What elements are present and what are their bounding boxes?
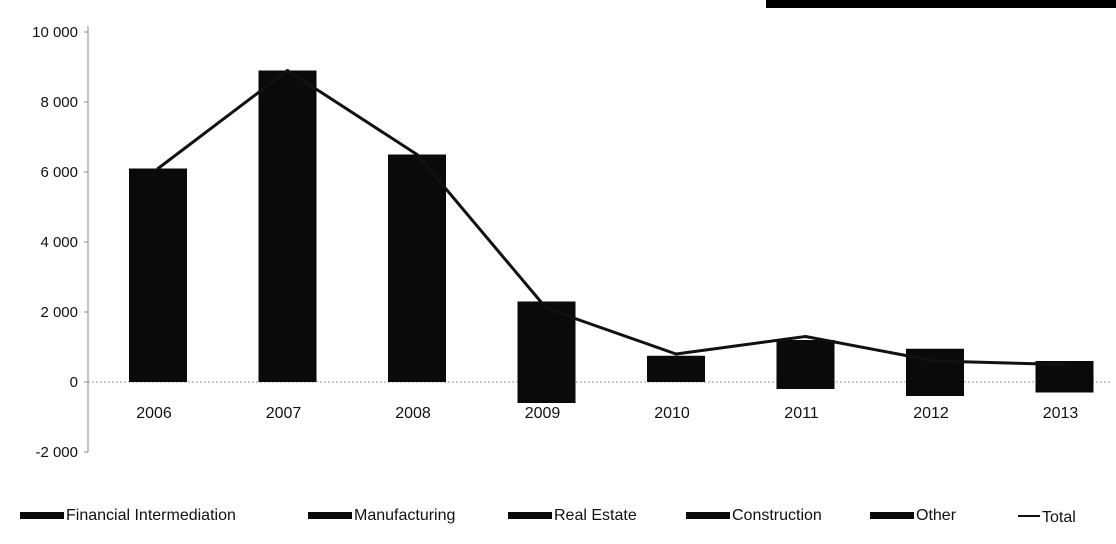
legend-swatch — [308, 512, 352, 519]
x-tick-label: 2010 — [654, 405, 690, 422]
bar-construction-2012 — [906, 348, 964, 351]
y-tick-label: 4 000 — [40, 234, 78, 251]
total-point — [933, 359, 937, 363]
legend-swatch — [870, 512, 914, 519]
total-point — [415, 153, 419, 156]
bar-real-estate-2012 — [906, 350, 964, 358]
bar-financial-intermediation-2006 — [129, 277, 187, 382]
bar-financial-intermediation-2009 — [517, 347, 576, 382]
bar-manufacturing-2011 — [776, 350, 835, 365]
x-tick-label: 2013 — [1043, 405, 1079, 422]
bar-real-estate-2013 — [1035, 361, 1094, 365]
bar-manufacturing-2013 — [1035, 364, 1094, 372]
x-tick-label: 2006 — [136, 405, 172, 422]
legend-swatch — [686, 512, 730, 519]
legend-label: Other — [916, 507, 957, 524]
bar-financial-intermediation-2012 — [906, 368, 964, 382]
bar-real-estate-2009 — [517, 308, 576, 323]
legend-label: Total — [1042, 509, 1076, 526]
bar-construction-2007 — [258, 84, 317, 106]
bar-other-2010 — [647, 355, 705, 358]
legend-label: Financial Intermediation — [66, 507, 236, 524]
bar-other-2012 — [906, 382, 964, 396]
legend-label: Real Estate — [554, 507, 637, 524]
total-point — [804, 335, 807, 338]
bar-other-2009 — [517, 382, 576, 403]
bar-construction-2009 — [517, 301, 576, 309]
bar-financial-intermediation-2011 — [776, 364, 835, 382]
bar-manufacturing-2012 — [906, 357, 964, 368]
x-tick-label: 2012 — [913, 405, 949, 422]
legend-swatch — [20, 512, 64, 519]
legend-label: Manufacturing — [354, 507, 455, 524]
bar-construction-2006 — [129, 179, 187, 197]
bar-construction-2011 — [776, 340, 835, 344]
bar-financial-intermediation-2010 — [647, 368, 705, 382]
legend-swatch — [508, 512, 552, 519]
y-tick-label: -2 000 — [35, 444, 78, 461]
total-line — [157, 69, 1065, 366]
y-tick-label: 0 — [70, 374, 78, 391]
bar-real-estate-2007 — [258, 105, 317, 144]
bar-other-2006 — [129, 168, 187, 179]
bar-real-estate-2008 — [388, 182, 446, 214]
top-edge-bar — [766, 0, 1116, 8]
bar-other-2013 — [1035, 382, 1094, 393]
bar-construction-2008 — [388, 165, 446, 183]
total-point — [545, 307, 548, 310]
x-tick-label: 2008 — [395, 405, 431, 422]
total-point — [674, 352, 678, 356]
bar-real-estate-2010 — [647, 357, 705, 361]
legend-label: Construction — [732, 507, 822, 524]
y-tick-label: 6 000 — [40, 164, 78, 181]
bar-manufacturing-2008 — [388, 214, 446, 270]
bar-manufacturing-2009 — [517, 322, 576, 347]
bar-financial-intermediation-2007 — [258, 224, 317, 382]
x-tick-label: 2007 — [266, 405, 302, 422]
total-point — [286, 69, 289, 72]
bar-other-2011 — [776, 382, 835, 389]
bar-real-estate-2011 — [776, 343, 835, 351]
bar-manufacturing-2007 — [258, 144, 317, 225]
bar-manufacturing-2006 — [129, 224, 187, 277]
bar-financial-intermediation-2013 — [1035, 371, 1094, 382]
y-tick-label: 8 000 — [40, 94, 78, 111]
total-point — [1063, 363, 1066, 366]
bar-manufacturing-2010 — [647, 361, 705, 368]
x-tick-label: 2011 — [784, 405, 819, 422]
bar-financial-intermediation-2008 — [388, 270, 446, 382]
x-tick-label: 2009 — [525, 405, 561, 422]
y-tick-label: 2 000 — [40, 304, 78, 321]
total-point — [156, 167, 160, 170]
bar-other-2008 — [388, 154, 446, 165]
y-tick-label: 10 000 — [32, 24, 78, 41]
bar-real-estate-2006 — [129, 196, 187, 225]
